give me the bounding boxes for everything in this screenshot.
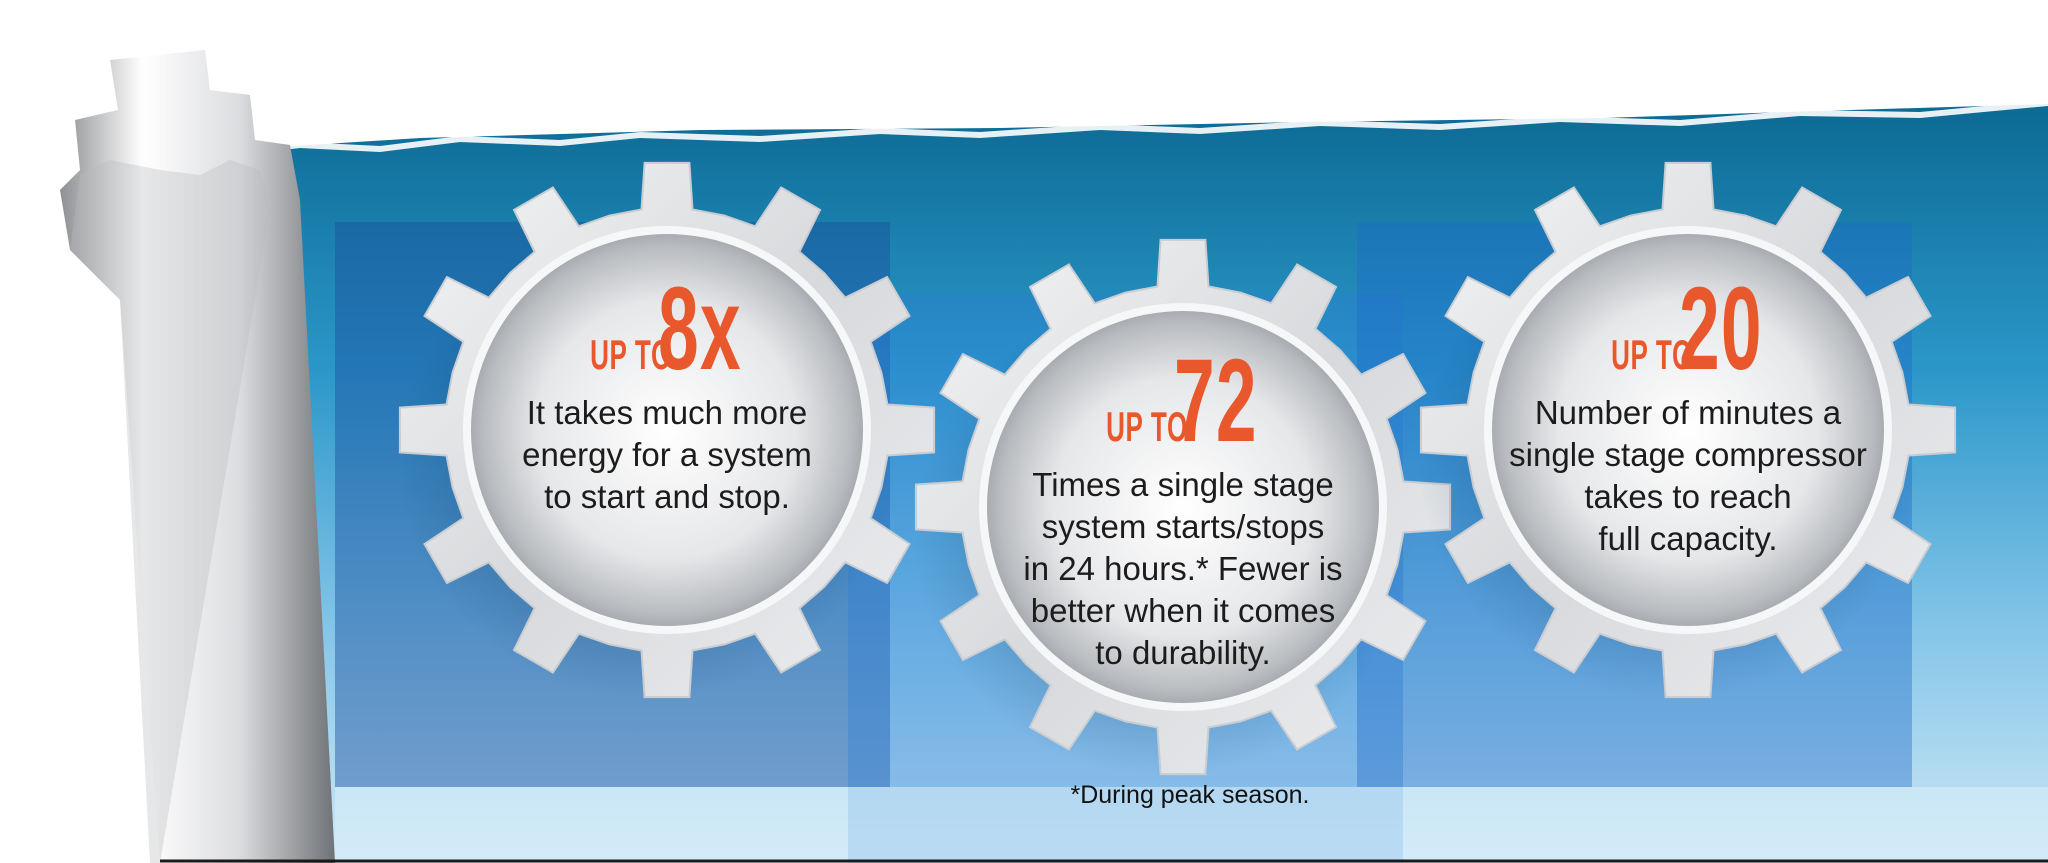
paper-roll-fold xyxy=(70,160,270,863)
stat-headline: UP TO 8x xyxy=(492,270,842,388)
stat-prefix: UP TO xyxy=(590,331,673,378)
stat-description: Number of minutes a single stage compres… xyxy=(1509,394,1867,557)
stat-description: Times a single stage system starts/stops… xyxy=(1023,466,1343,671)
stat-headline: UP TO 72 xyxy=(998,342,1368,460)
footnote: *During peak season. xyxy=(1070,781,1310,809)
stat-prefix: UP TO xyxy=(1106,403,1189,450)
paper-roll xyxy=(60,50,335,863)
gear-icon xyxy=(913,238,1452,777)
stat-value: 20 xyxy=(1679,263,1764,395)
gear-icon xyxy=(397,161,936,700)
torn-edge xyxy=(230,100,2048,156)
stat-description: It takes much more energy for a system t… xyxy=(522,394,812,515)
panel-bottom-band xyxy=(335,787,2048,863)
gear-face xyxy=(1492,234,1884,626)
stat-prefix: UP TO xyxy=(1611,331,1694,378)
gear-stat-1: UP TO 8x It takes much more energy for a… xyxy=(397,160,937,700)
stat-value: 8x xyxy=(658,263,743,395)
stat-headline: UP TO 20 xyxy=(1493,270,1883,388)
gear-icon xyxy=(1418,161,1957,700)
gear-stat-3: UP TO 20 Number of minutes a single stag… xyxy=(1418,160,1958,700)
gear-stat-2: UP TO 72 Times a single stage system sta… xyxy=(913,237,1453,777)
stat-value: 72 xyxy=(1174,335,1259,467)
gear-face xyxy=(471,234,863,626)
gear-face xyxy=(987,311,1379,703)
